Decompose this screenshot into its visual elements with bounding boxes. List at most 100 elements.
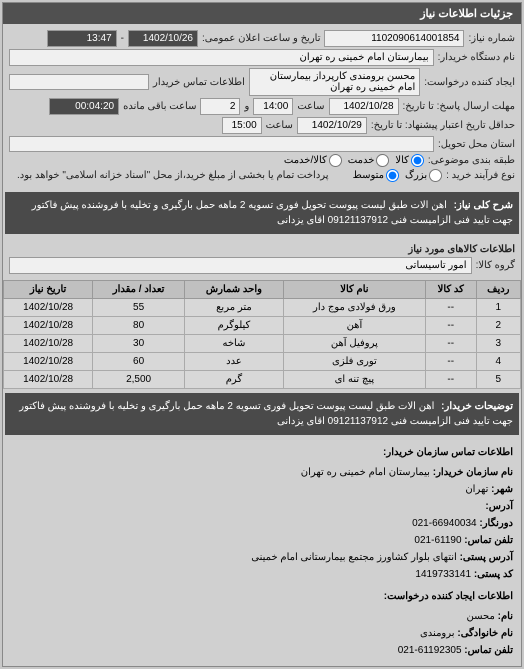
radio-khedmat-label: خدمت [348,155,375,166]
radio-mid-label: متوسط [353,170,384,181]
deadline-hour-field: 14:00 [253,98,293,115]
th-unit: واحد شمارش [185,281,284,299]
table-row: 4--توری فلزیعدد601402/10/28 [4,353,521,371]
org-value: بیمارستان امام خمینی ره تهران [301,467,430,478]
desc-label: شرح کلی نیاز: [454,200,513,211]
table-cell: ورق فولادی موج دار [283,299,425,317]
notes-text: اهن الات طبق لیست پیوست تحویل فوری تسویه… [19,401,513,427]
org-label: نام سازمان خریدار: [433,467,513,478]
table-row: 2--آهنکیلوگرم801402/10/28 [4,317,521,335]
table-cell: گرم [185,371,284,389]
table-cell: 4 [476,353,520,371]
radio-both[interactable]: کالا/خدمت [284,154,342,167]
buyer-contact-field[interactable] [9,74,149,90]
req-title: اطلاعات ایجاد کننده درخواست: [11,589,513,605]
table-header-row: ردیف کد کالا نام کالا واحد شمارش تعداد /… [4,281,521,299]
goods-table: ردیف کد کالا نام کالا واحد شمارش تعداد /… [3,280,521,389]
table-cell: کیلوگرم [185,317,284,335]
delivery-date-field: 1402/10/29 [297,117,367,134]
need-no-label: شماره نیاز: [468,33,515,44]
table-cell: 5 [476,371,520,389]
th-date: تاریخ نیاز [4,281,93,299]
radio-big-label: بزرگ [405,170,427,181]
table-cell: 1402/10/28 [4,299,93,317]
phone-label: دورنگار: [479,518,513,529]
table-row: 1--ورق فولادی موج دارمتر مربع551402/10/2… [4,299,521,317]
contact-title: اطلاعات تماس سازمان خریدار: [11,445,513,461]
table-cell: پروفیل آهن [283,335,425,353]
need-no-field: 1102090614001854 [324,30,464,47]
public-time-field: 13:47 [47,30,117,47]
table-cell: -- [425,317,476,335]
deadline-rem-label: ساعت باقی مانده [123,101,196,112]
table-cell: 1402/10/28 [4,317,93,335]
deadline-min-field: 2 [200,98,240,115]
post-code-value: 1419733141 [415,569,471,580]
table-cell: -- [425,299,476,317]
contact-section: اطلاعات تماس سازمان خریدار: نام سازمان خ… [3,439,521,666]
group-radios: کالا خدمت کالا/خدمت [284,154,424,167]
table-cell: متر مربع [185,299,284,317]
delivery-place-field [9,136,434,152]
th-qty: تعداد / مقدار [93,281,185,299]
notes-label: توضیحات خریدار: [441,401,513,412]
table-cell: 1402/10/28 [4,353,93,371]
delivery-hour-label: ساعت [266,120,293,131]
group-label: طبقه بندی موضوعی: [428,155,515,166]
phone-value: 66940034-021 [412,518,477,529]
requester-label: ایجاد کننده درخواست: [424,77,515,88]
table-cell: -- [425,353,476,371]
dash: - [121,33,124,44]
req-name-label: نام: [498,611,513,622]
post-code-label: کد پستی: [474,569,513,580]
deadline-date-field: 1402/10/28 [329,98,399,115]
addr-label: آدرس: [485,501,513,512]
table-cell: 1402/10/28 [4,335,93,353]
tel-label: تلفن تماس: [464,535,513,546]
th-row: ردیف [476,281,520,299]
buyer-device-label: نام دستگاه خریدار: [438,52,515,63]
buy-type-radios: بزرگ متوسط [353,169,443,182]
goods-info-label: اطلاعات کالاهای مورد نیاز [408,244,515,255]
deadline-rem-field: 00:04:20 [49,98,119,115]
post-addr-label: آدرس پستی: [460,552,513,563]
req-tel-label: تلفن تماس: [464,645,513,656]
buy-note: پرداخت تمام یا بخشی از مبلغ خرید،از محل … [17,170,329,181]
table-cell: 2,500 [93,371,185,389]
radio-mid[interactable]: متوسط [353,169,399,182]
req-family-value: برومندی [420,628,455,639]
panel-header: جزئیات اطلاعات نیاز [3,3,521,24]
city-label: شهر: [491,484,513,495]
buyer-contact-label: اطلاعات تماس خریدار [153,77,245,88]
radio-khedmat[interactable]: خدمت [348,154,390,167]
delivery-place-label: استان محل تحویل: [438,139,515,150]
th-code: کد کالا [425,281,476,299]
public-dt-label: تاریخ و ساعت اعلان عمومی: [202,33,321,44]
buy-type-label: نوع فرآیند خرید : [446,170,515,181]
post-addr-value: انتهای بلوار کشاورز مجتمع بیمارستانی اما… [251,552,456,563]
th-name: نام کالا [283,281,425,299]
table-cell: -- [425,335,476,353]
radio-both-label: کالا/خدمت [284,155,327,166]
req-tel-value: 61192305-021 [398,645,462,656]
deadline-to-label: مهلت ارسال پاسخ: تا تاریخ: [403,101,515,112]
radio-big[interactable]: بزرگ [405,169,442,182]
desc-text: اهن الات طبق لیست پیوست تحویل فوری تسویه… [32,200,513,226]
delivery-hour-field: 15:00 [222,117,262,134]
notes-block: توضیحات خریدار: اهن الات طبق لیست پیوست … [5,393,519,435]
req-name-value: محسن [467,611,495,622]
goods-group-field: امور تاسیساتی [9,257,472,274]
buyer-device-field: بیمارستان امام خمینی ره تهران [9,49,434,66]
req-family-label: نام خانوادگی: [457,628,513,639]
deadline-hour-label: ساعت [297,101,324,112]
table-cell: 2 [476,317,520,335]
table-cell: 3 [476,335,520,353]
table-cell: 1402/10/28 [4,371,93,389]
table-cell: شاخه [185,335,284,353]
radio-kala[interactable]: کالا [395,154,424,167]
table-cell: 1 [476,299,520,317]
city-value: تهران [465,484,488,495]
requester-field: محسن برومندی کارپرداز بیمارستان امام خمی… [249,68,420,96]
deadline-min-label: و [244,101,249,112]
table-cell: 60 [93,353,185,371]
